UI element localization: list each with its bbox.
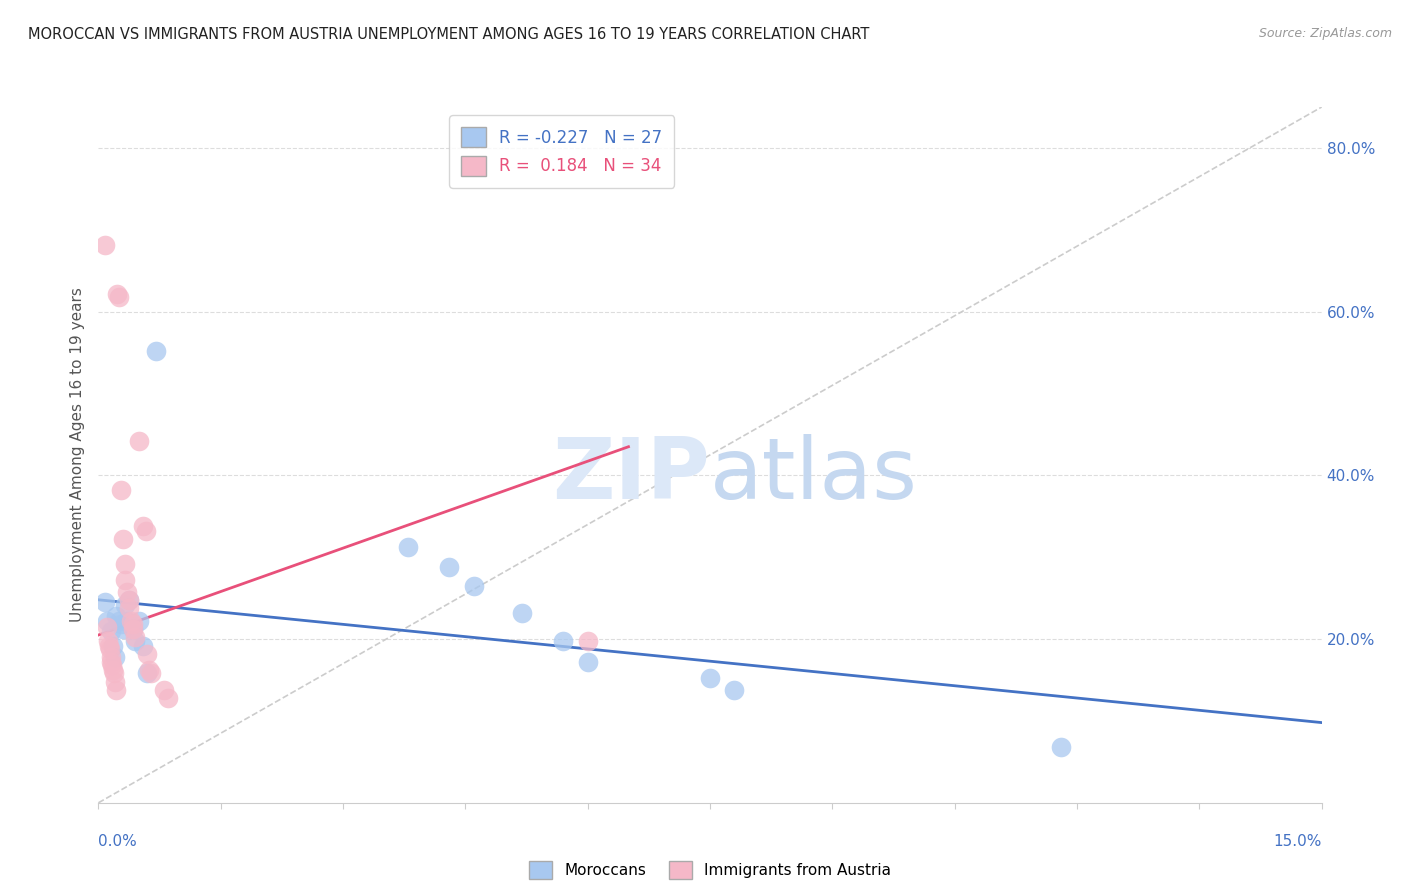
Point (723, 682, 745, 697)
Text: MOROCCAN VS IMMIGRANTS FROM AUSTRIA UNEMPLOYMENT AMONG AGES 16 TO 19 YEARS CORRE: MOROCCAN VS IMMIGRANTS FROM AUSTRIA UNEM… (28, 27, 869, 42)
Text: ZIP: ZIP (553, 434, 710, 517)
Point (96, 620, 118, 634)
Point (114, 557, 136, 571)
Point (463, 579, 485, 593)
Text: atlas: atlas (710, 434, 918, 517)
Point (576, 655, 599, 669)
Point (132, 639, 155, 653)
Point (156, 691, 179, 706)
Point (124, 631, 146, 645)
Point (699, 672, 721, 686)
Point (141, 666, 163, 681)
Point (100, 655, 122, 669)
Point (111, 622, 134, 636)
Point (114, 598, 136, 612)
Point (111, 533, 134, 547)
Point (145, 343, 167, 358)
Point (437, 560, 460, 574)
Point (100, 624, 122, 638)
Point (120, 614, 142, 628)
Point (128, 614, 150, 628)
Point (101, 658, 124, 673)
Point (118, 592, 141, 607)
Point (110, 617, 132, 632)
Point (100, 650, 122, 665)
Point (124, 633, 146, 648)
Point (138, 663, 160, 677)
Point (110, 483, 132, 497)
Point (97, 633, 120, 648)
Point (108, 290, 131, 304)
Point (104, 650, 127, 665)
Point (94, 595, 117, 609)
Point (105, 286, 128, 301)
Point (135, 524, 157, 538)
Point (128, 434, 150, 448)
Point (121, 622, 143, 636)
Point (132, 519, 155, 533)
Point (121, 617, 143, 632)
Point (114, 573, 136, 587)
Point (101, 663, 124, 677)
Point (94, 237, 117, 252)
Point (122, 622, 145, 636)
Point (101, 639, 124, 653)
Point (104, 682, 127, 697)
Y-axis label: Unemployment Among Ages 16 to 19 years: Unemployment Among Ages 16 to 19 years (69, 287, 84, 623)
Point (96, 614, 118, 628)
Point (576, 633, 599, 648)
Legend: Moroccans, Immigrants from Austria: Moroccans, Immigrants from Austria (523, 855, 897, 886)
Text: 0.0%: 0.0% (98, 834, 138, 849)
Point (98, 641, 121, 656)
Point (108, 614, 131, 628)
Text: Source: ZipAtlas.com: Source: ZipAtlas.com (1258, 27, 1392, 40)
Point (105, 609, 128, 624)
Point (117, 592, 139, 607)
Point (136, 666, 159, 681)
Point (1049, 740, 1071, 755)
Point (98, 639, 121, 653)
Point (512, 606, 534, 620)
Point (136, 647, 159, 661)
Point (553, 633, 575, 648)
Point (104, 674, 127, 689)
Point (152, 682, 174, 697)
Point (118, 601, 141, 615)
Point (115, 584, 138, 599)
Point (103, 666, 125, 681)
Point (396, 541, 419, 555)
Point (115, 614, 138, 628)
Text: 15.0%: 15.0% (1274, 834, 1322, 849)
